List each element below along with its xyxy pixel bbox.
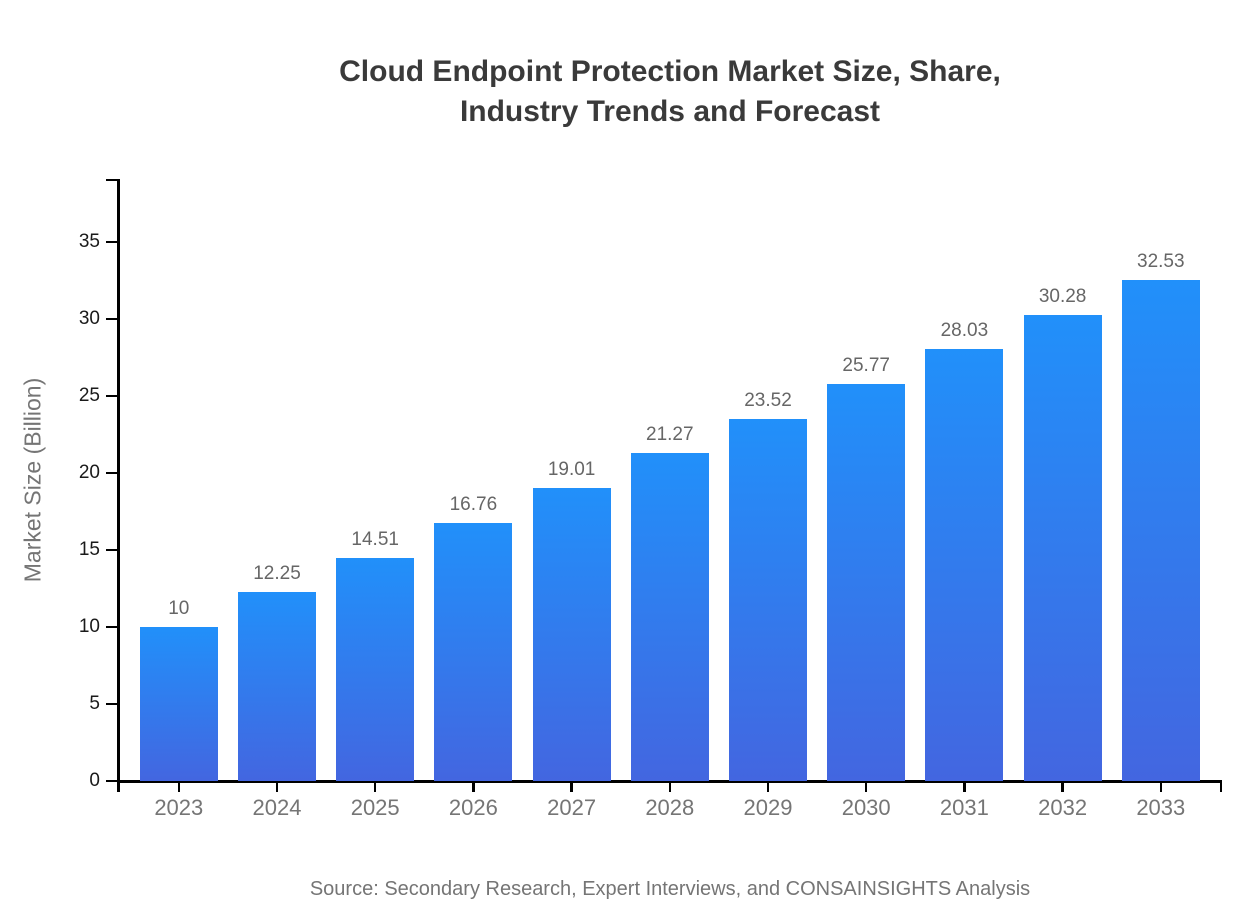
x-axis-tick-2027 xyxy=(570,781,573,792)
x-axis-tick-label-2028: 2028 xyxy=(645,795,695,820)
bar-value-label-2026: 16.76 xyxy=(449,493,498,515)
y-axis-tick-label-25: 25 xyxy=(78,385,100,406)
x-axis-tick-2023 xyxy=(177,781,181,792)
x-axis-tick-2025 xyxy=(373,781,377,792)
x-axis-tick-2028 xyxy=(668,781,672,792)
bar-value-label-2023: 10 xyxy=(168,598,190,619)
bar-2031 xyxy=(925,349,1004,781)
source-note: Source: Secondary Research, Expert Inter… xyxy=(309,878,1031,900)
y-axis-line xyxy=(117,179,120,792)
y-axis-tick-35 xyxy=(106,240,118,244)
x-axis-tick-label-2033: 2033 xyxy=(1136,795,1186,820)
bar-value-label-2027: 19.01 xyxy=(547,459,596,481)
bar-2032 xyxy=(1023,314,1102,781)
x-axis-tick-label-2025: 2025 xyxy=(350,795,400,820)
bar-value-label-2033: 32.53 xyxy=(1137,251,1185,273)
bar-value-label-2024: 12.25 xyxy=(253,563,301,585)
y-axis-tick-label-15: 15 xyxy=(78,539,100,560)
x-axis-tick-label-2030: 2030 xyxy=(841,795,891,820)
bar-2027 xyxy=(532,488,611,781)
y-axis-tick-label-35: 35 xyxy=(78,231,100,252)
y-axis-tick-label-5: 5 xyxy=(89,693,100,714)
bar-value-label-2031: 28.03 xyxy=(940,320,989,342)
x-axis-tick-label-2024: 2024 xyxy=(252,795,302,820)
y-axis-tick-label-30: 30 xyxy=(78,308,100,329)
y-axis-tick-25 xyxy=(106,394,118,398)
y-axis-endcap-tick xyxy=(106,178,118,182)
x-axis-endcap-tick xyxy=(1219,780,1222,792)
bar-value-label-2032: 30.28 xyxy=(1038,285,1087,307)
x-axis-tick-2030 xyxy=(864,781,868,792)
bar-value-label-2029: 23.52 xyxy=(744,389,792,411)
bar-value-label-2028: 21.27 xyxy=(646,424,694,446)
bar-2025 xyxy=(336,557,415,781)
x-axis-tick-2032 xyxy=(1061,781,1064,792)
chart-title-line2: Industry Trends and Forecast xyxy=(459,95,881,128)
bar-value-label-2030: 25.77 xyxy=(842,355,890,377)
x-axis-tick-label-2031: 2031 xyxy=(939,795,989,820)
x-axis-tick-2031 xyxy=(963,781,966,792)
y-axis-tick-label-0: 0 xyxy=(89,770,100,791)
x-axis-tick-label-2029: 2029 xyxy=(743,795,793,820)
x-axis-tick-label-2032: 2032 xyxy=(1038,795,1088,820)
y-axis-tick-5 xyxy=(106,702,118,706)
bar-2026 xyxy=(434,522,513,781)
x-axis-tick-label-2026: 2026 xyxy=(448,795,498,820)
chart-title-line1: Cloud Endpoint Protection Market Size, S… xyxy=(339,55,1001,88)
bar-2028 xyxy=(630,453,709,781)
bar-2029 xyxy=(729,418,807,781)
x-axis-tick-2029 xyxy=(766,781,770,792)
y-axis-tick-10 xyxy=(106,625,118,629)
bar-2023 xyxy=(139,627,218,781)
x-axis-tick-2033 xyxy=(1159,781,1163,792)
y-axis-tick-0 xyxy=(106,779,118,783)
bar-2033 xyxy=(1121,280,1200,781)
bar-2024 xyxy=(238,592,316,781)
y-axis-tick-30 xyxy=(106,317,118,321)
x-axis-tick-label-2023: 2023 xyxy=(154,795,204,820)
y-axis-tick-15 xyxy=(106,548,118,552)
y-axis-tick-label-10: 10 xyxy=(78,616,100,637)
bar-value-label-2025: 14.51 xyxy=(351,528,399,550)
x-axis-tick-2024 xyxy=(275,781,279,792)
y-axis-tick-label-20: 20 xyxy=(78,462,100,483)
bar-2030 xyxy=(827,384,906,781)
x-axis-tick-label-2027: 2027 xyxy=(547,795,597,820)
x-axis-tick-2026 xyxy=(472,781,475,792)
y-axis-tick-20 xyxy=(106,471,118,475)
chart-title: Cloud Endpoint Protection Market Size, S… xyxy=(118,52,1222,132)
